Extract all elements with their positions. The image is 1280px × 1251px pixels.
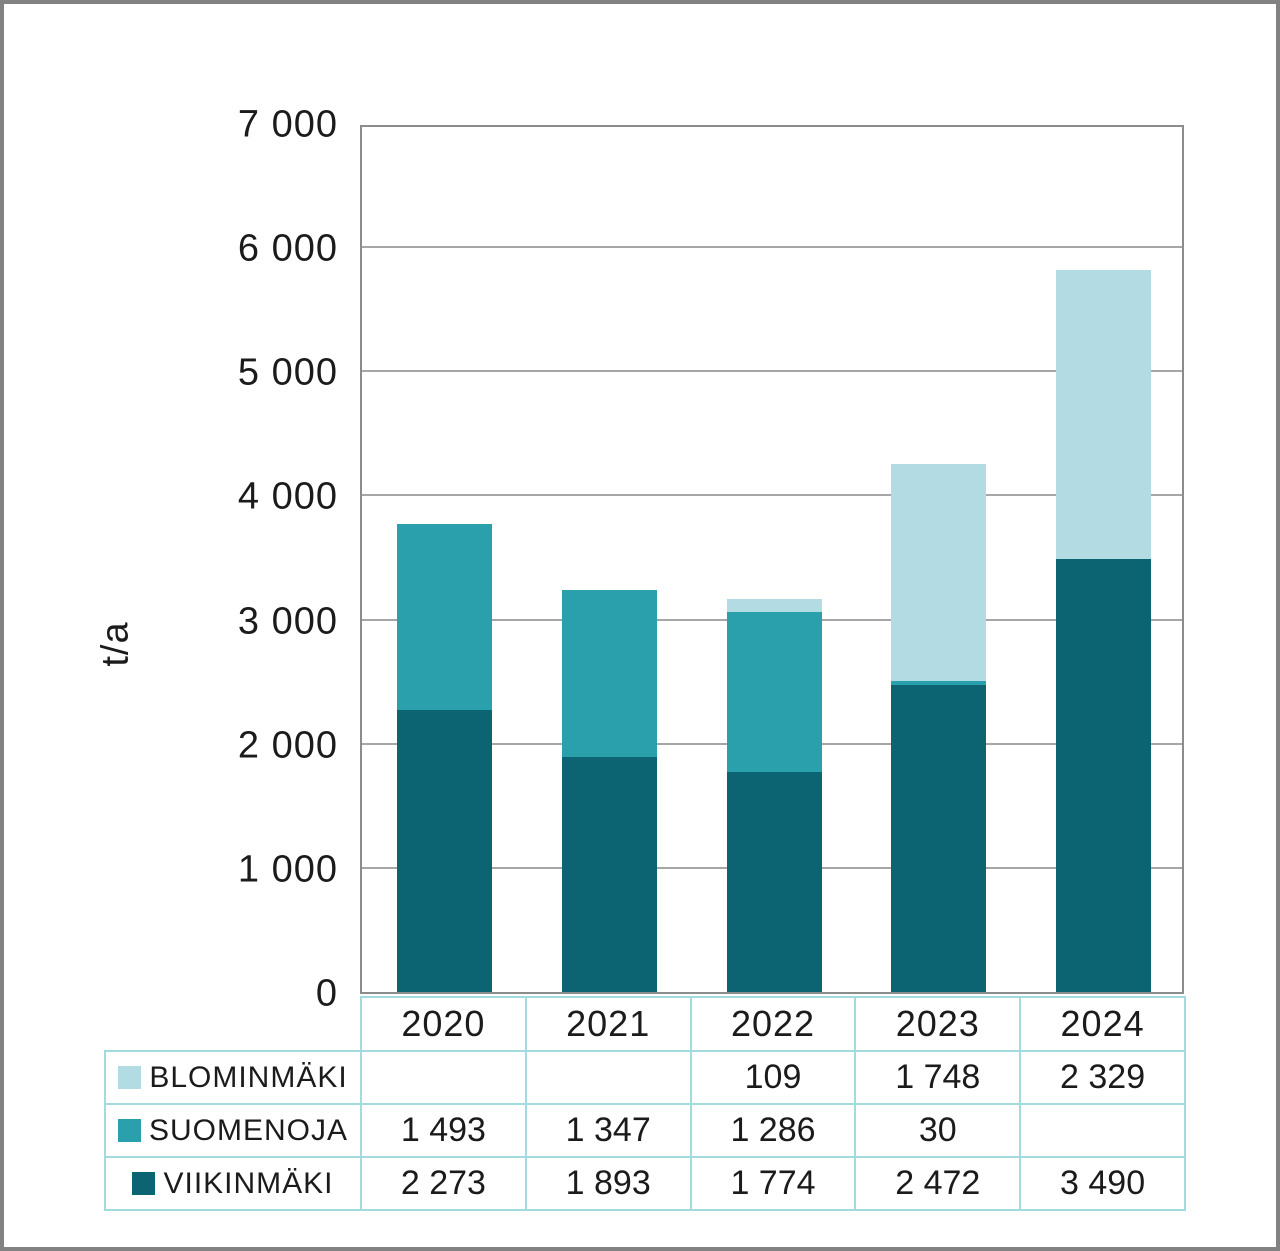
table-row: SUOMENOJA 1 493 1 347 1 286 30: [104, 1103, 1186, 1158]
value-cell: [360, 1050, 527, 1105]
y-tick-label: 6 000: [237, 227, 338, 270]
bar-segment-2022-blominmäki: [726, 598, 822, 613]
bar-segment-2024-blominmäki: [1056, 269, 1152, 559]
bar-segment-2023-suomenoja: [891, 681, 987, 686]
year-header: 2020: [360, 996, 527, 1052]
bar-segment-2020-viikinmäki: [396, 709, 492, 992]
value-cell: 2 472: [854, 1156, 1022, 1211]
legend-label: BLOMINMÄKI: [149, 1060, 348, 1094]
year-header: 2023: [854, 996, 1022, 1052]
value-cell: 1 493: [360, 1103, 527, 1158]
legend-label: VIIKINMÄKI: [163, 1166, 334, 1200]
y-axis-tick-labels: 7 000 6 000 5 000 4 000 3 000 2 000 1 000 0: [144, 104, 338, 1015]
year-header: 2024: [1019, 996, 1186, 1052]
year-header: 2022: [689, 996, 857, 1052]
gridline: [362, 494, 1182, 497]
plot-area: [360, 125, 1184, 994]
value-cell: 3 490: [1019, 1156, 1186, 1211]
value-cell: 1 893: [524, 1156, 692, 1211]
y-tick-label: 2 000: [237, 724, 338, 767]
bar-segment-2021-suomenoja: [561, 589, 657, 757]
blank-corner-cell: [105, 997, 361, 1051]
value-cell: 1 286: [689, 1103, 857, 1158]
value-cell: 1 774: [689, 1156, 857, 1211]
bar-segment-2024-viikinmäki: [1056, 558, 1152, 992]
bar-segment-2023-viikinmäki: [891, 685, 987, 992]
data-table: 2020 2021 2022 2023 2024 BLOMINMÄKI 109 1 748 2 …: [104, 996, 1186, 1211]
y-tick-label: 7 000: [237, 103, 338, 146]
bar-segment-2020-suomenoja: [396, 524, 492, 710]
bar-segment-2023-blominmäki: [891, 464, 987, 682]
value-cell: 2 273: [360, 1156, 527, 1211]
y-tick-label: 5 000: [237, 351, 338, 394]
legend-swatch-icon: [132, 1171, 156, 1195]
bar-segment-2022-viikinmäki: [726, 771, 822, 992]
legend-swatch-icon: [117, 1118, 141, 1142]
gridline: [362, 370, 1182, 373]
value-cell: [524, 1050, 692, 1105]
y-tick-label: 4 000: [237, 475, 338, 518]
data-table-body: 2020 2021 2022 2023 2024 BLOMINMÄKI 109 1 748 2 …: [104, 996, 1186, 1211]
legend-cell: VIIKINMÄKI: [104, 1156, 362, 1211]
year-header: 2021: [524, 996, 692, 1052]
y-tick-label: 3 000: [237, 600, 338, 643]
year-header-row: 2020 2021 2022 2023 2024: [105, 996, 1186, 1052]
y-tick-label: 1 000: [237, 848, 338, 891]
bar-segment-2022-suomenoja: [726, 612, 822, 772]
value-cell: 1 347: [524, 1103, 692, 1158]
y-tick-label: 0: [315, 972, 338, 1015]
bar-segment-2021-viikinmäki: [561, 757, 657, 992]
table-row: VIIKINMÄKI 2 273 1 893 1 774 2 472 3 490: [104, 1156, 1186, 1211]
value-cell: 30: [854, 1103, 1022, 1158]
legend-label: SUOMENOJA: [148, 1113, 349, 1147]
legend-cell: SUOMENOJA: [104, 1103, 362, 1158]
value-cell: 109: [689, 1050, 857, 1105]
table-row: BLOMINMÄKI 109 1 748 2 329: [104, 1050, 1186, 1105]
gridline: [362, 246, 1182, 249]
y-axis-title: t/a: [94, 621, 137, 667]
value-cell: [1019, 1103, 1186, 1158]
value-cell: 1 748: [854, 1050, 1022, 1105]
legend-swatch-icon: [118, 1065, 142, 1089]
legend-cell: BLOMINMÄKI: [104, 1050, 362, 1105]
value-cell: 2 329: [1019, 1050, 1186, 1105]
